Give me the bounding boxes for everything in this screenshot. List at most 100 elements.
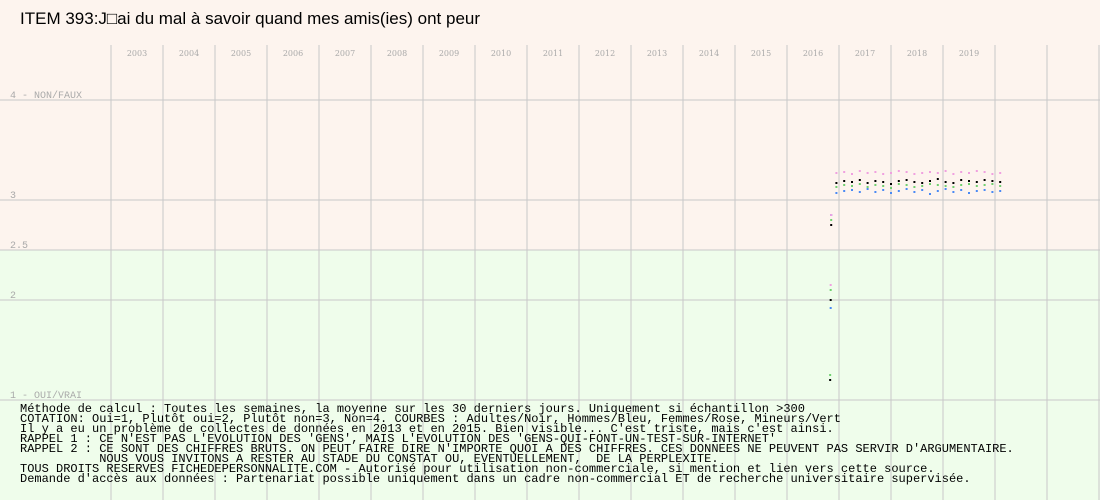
data-point	[921, 182, 924, 184]
data-point	[960, 189, 963, 191]
data-point	[944, 181, 947, 183]
data-point	[991, 173, 994, 175]
data-point	[975, 181, 978, 183]
x-tick-label: 2014	[699, 49, 719, 58]
data-point	[874, 191, 877, 193]
note-line: Méthode de calcul : Toutes les semaines,…	[20, 402, 805, 416]
data-point	[835, 186, 838, 188]
data-point	[882, 173, 885, 175]
upper-zone	[0, 0, 1100, 250]
data-point	[905, 179, 908, 181]
data-point	[952, 186, 955, 188]
y-tick-label: 1 - OUI/VRAI	[10, 390, 82, 402]
note-line: Demande d'accès aux données : Partenaria…	[20, 472, 971, 486]
data-point	[999, 190, 1002, 192]
data-point	[952, 173, 955, 175]
note-line: TOUS DROITS RESERVES FICHEDEPERSONNALITE…	[20, 462, 935, 476]
data-point	[890, 172, 892, 174]
data-point	[999, 181, 1002, 183]
data-point	[835, 172, 838, 174]
x-tick-label: 2011	[543, 49, 563, 58]
data-point	[905, 184, 908, 186]
data-point	[843, 171, 846, 173]
data-point	[921, 189, 924, 191]
y-tick-label: 2	[10, 291, 16, 302]
data-point	[944, 170, 947, 172]
data-point	[929, 183, 931, 185]
data-point	[851, 181, 853, 183]
data-point	[929, 180, 931, 182]
data-point	[866, 188, 869, 190]
y-tick-label: 2.5	[10, 241, 28, 252]
data-point	[952, 182, 955, 184]
x-tick-label: 2007	[335, 49, 355, 58]
data-point	[913, 173, 916, 175]
note-line: NOUS VOUS INVITONS A RESTER AU STADE DU …	[20, 452, 719, 466]
data-point	[874, 171, 877, 173]
data-point	[936, 178, 939, 180]
x-tick-label: 2008	[387, 49, 407, 58]
data-point	[882, 185, 885, 187]
data-point	[843, 184, 846, 186]
data-point	[874, 180, 877, 182]
note-line: RAPPEL 1 : CE N'EST PAS L'EVOLUTION DES …	[20, 432, 776, 446]
data-point	[830, 219, 833, 221]
data-point	[890, 183, 892, 185]
data-point	[866, 172, 869, 174]
data-point	[975, 170, 978, 172]
data-point	[944, 185, 947, 187]
data-point	[968, 172, 970, 174]
lower-zone	[0, 250, 1100, 500]
data-point	[858, 191, 861, 193]
data-point	[897, 180, 900, 182]
x-tick-label: 2004	[179, 49, 199, 58]
data-point	[829, 289, 832, 291]
x-tick-label: 2017	[855, 49, 875, 58]
note-line: RAPPEL 2 : CE SONT DES CHIFFRES BRUTS. O…	[20, 442, 1014, 456]
data-point	[851, 185, 853, 187]
x-tick-label: 2009	[439, 49, 459, 58]
data-point	[960, 179, 963, 181]
data-point	[866, 186, 869, 188]
data-point	[851, 173, 853, 175]
data-point	[999, 172, 1002, 174]
data-point	[983, 179, 986, 181]
data-point	[835, 192, 838, 194]
data-point	[975, 185, 978, 187]
chart-title: ITEM 393:J□ai du mal à savoir quand mes …	[20, 9, 480, 28]
data-point	[968, 180, 970, 182]
data-point	[866, 182, 869, 184]
data-point	[830, 214, 833, 216]
data-point	[843, 190, 846, 192]
data-point	[829, 307, 832, 309]
data-point	[890, 187, 892, 189]
data-point	[968, 192, 970, 194]
data-point	[829, 374, 832, 376]
x-tick-label: 2016	[803, 49, 823, 58]
data-point	[999, 185, 1002, 187]
data-point	[829, 379, 832, 381]
data-point	[944, 188, 947, 190]
data-point	[991, 180, 994, 182]
note-line: Il y a eu un problème de collectes de do…	[20, 422, 834, 436]
x-tick-label: 2015	[751, 49, 771, 58]
data-point	[983, 184, 986, 186]
data-point	[858, 183, 861, 185]
data-point	[968, 183, 970, 185]
data-point	[913, 186, 916, 188]
x-tick-label: 2005	[231, 49, 251, 58]
data-point	[829, 284, 832, 286]
data-point	[843, 180, 846, 182]
data-point	[936, 190, 939, 192]
data-point	[882, 189, 885, 191]
data-point	[913, 181, 916, 183]
data-point	[858, 170, 861, 172]
data-point	[882, 181, 885, 183]
data-point	[905, 171, 908, 173]
data-point	[913, 191, 916, 193]
x-tick-label: 2019	[959, 49, 979, 58]
data-point	[829, 299, 832, 301]
data-point	[991, 191, 994, 193]
x-tick-label: 2012	[595, 49, 615, 58]
data-point	[936, 172, 939, 174]
